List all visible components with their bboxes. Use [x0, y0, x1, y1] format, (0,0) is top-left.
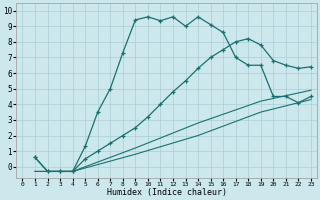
X-axis label: Humidex (Indice chaleur): Humidex (Indice chaleur): [107, 188, 227, 197]
